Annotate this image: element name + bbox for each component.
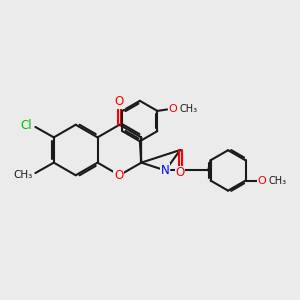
Text: N: N [161,164,170,177]
Text: O: O [115,95,124,108]
Text: CH₃: CH₃ [268,176,286,185]
Text: O: O [114,169,123,182]
Text: Cl: Cl [21,119,32,132]
Text: CH₃: CH₃ [179,104,197,114]
Text: O: O [257,176,266,185]
Text: O: O [176,167,185,179]
Text: CH₃: CH₃ [14,169,33,179]
Text: O: O [169,104,177,114]
